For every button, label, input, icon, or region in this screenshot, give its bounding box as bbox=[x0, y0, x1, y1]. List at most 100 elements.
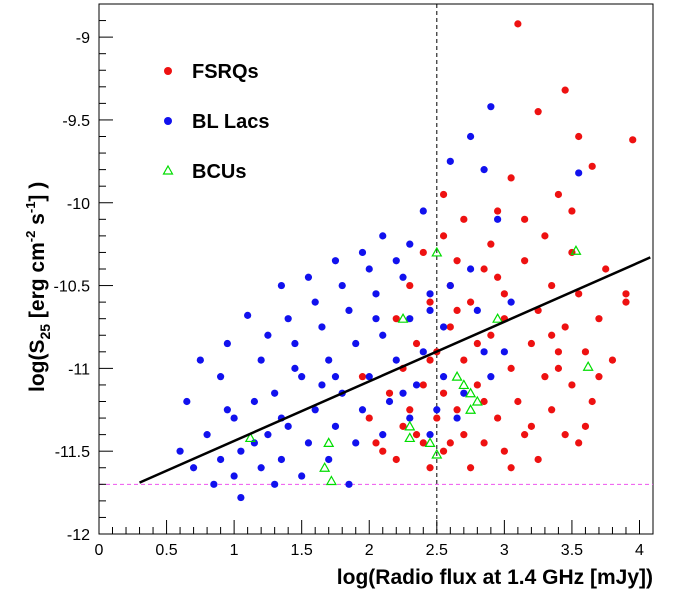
bllac-point bbox=[331, 257, 340, 265]
fsrq-point bbox=[439, 389, 448, 397]
fsrq-point bbox=[399, 422, 407, 430]
x-tick-label: 3.5 bbox=[561, 542, 583, 559]
bcu-point bbox=[582, 360, 594, 371]
fsrq-point bbox=[487, 331, 495, 339]
fsrq-point bbox=[568, 207, 576, 215]
fsrq-point bbox=[629, 136, 637, 144]
fsrq-point bbox=[419, 248, 427, 257]
fsrq-point bbox=[507, 464, 515, 472]
bllac-point bbox=[406, 240, 414, 248]
plot-frame bbox=[98, 3, 654, 535]
bcu-point bbox=[431, 448, 443, 459]
fsrq-point bbox=[581, 422, 590, 430]
bcu-point bbox=[404, 420, 416, 431]
data-points bbox=[176, 20, 637, 502]
bllac-point bbox=[230, 414, 238, 422]
bllac-point bbox=[480, 166, 488, 174]
bcu-point bbox=[319, 462, 331, 472]
bllac-point bbox=[480, 348, 488, 356]
fsrq-point bbox=[575, 290, 583, 298]
legend-marker-fsrqs bbox=[164, 67, 172, 75]
fsrq-point bbox=[500, 447, 508, 455]
y-axis-title: log(S25 [erg cm-2 s-1] ) bbox=[23, 182, 53, 392]
legend-item-bcus: BCUs bbox=[162, 161, 246, 183]
fsrq-point bbox=[595, 373, 603, 381]
fsrq-point bbox=[473, 339, 481, 348]
fsrq-point bbox=[500, 290, 508, 298]
fsrq-point bbox=[622, 298, 630, 306]
bllac-point bbox=[230, 472, 238, 480]
bllac-point bbox=[311, 298, 319, 306]
bllac-point bbox=[237, 493, 245, 502]
bllac-point bbox=[264, 431, 272, 439]
bcu-point bbox=[325, 475, 337, 486]
y-tick-label: -12 bbox=[67, 527, 90, 544]
bllac-point bbox=[426, 290, 434, 298]
fsrq-point bbox=[561, 431, 569, 439]
bllac-point bbox=[338, 281, 346, 290]
fsrq-point bbox=[541, 232, 549, 240]
fsrq-point bbox=[379, 447, 387, 455]
fsrq-point bbox=[419, 439, 427, 447]
bllac-point bbox=[244, 311, 252, 319]
legend-item-fsrqs: FSRQs bbox=[164, 61, 259, 83]
bllac-point bbox=[331, 422, 340, 430]
fsrq-point bbox=[494, 273, 502, 281]
bllac-point bbox=[210, 480, 218, 488]
bllac-point bbox=[271, 480, 279, 488]
bllac-point bbox=[284, 315, 292, 323]
fsrq-point bbox=[433, 414, 441, 422]
bllac-point bbox=[379, 232, 387, 240]
legend-marker-bcus bbox=[162, 164, 174, 175]
fsrq-point bbox=[426, 464, 434, 472]
bllac-point bbox=[392, 356, 400, 364]
bllac-point bbox=[304, 273, 313, 281]
fsrq-point bbox=[453, 257, 461, 265]
legend-label-bllacs: BL Lacs bbox=[192, 111, 269, 133]
fsrq-point bbox=[521, 431, 529, 439]
bllac-point bbox=[385, 397, 394, 406]
fsrq-point bbox=[554, 364, 563, 372]
fsrq-point bbox=[507, 174, 515, 182]
bllac-point bbox=[291, 364, 299, 372]
bllac-point bbox=[318, 381, 326, 389]
bllac-point bbox=[487, 103, 495, 111]
bllac-point bbox=[176, 447, 184, 455]
bllac-point bbox=[446, 281, 454, 290]
y-tick-label: -9.5 bbox=[62, 113, 90, 130]
bcu-point bbox=[465, 404, 477, 414]
fsrq-point bbox=[527, 339, 535, 348]
fsrq-point bbox=[460, 431, 468, 439]
bllac-point bbox=[277, 455, 286, 464]
bllac-point bbox=[453, 414, 461, 422]
bllac-point bbox=[575, 169, 583, 177]
fsrq-point bbox=[439, 232, 448, 240]
bllac-point bbox=[379, 331, 387, 339]
x-tick-label: 0 bbox=[95, 542, 104, 559]
bcu-point bbox=[570, 245, 582, 255]
bllac-point bbox=[345, 480, 353, 488]
x-tick-label: 1 bbox=[230, 542, 239, 559]
fsrq-point bbox=[473, 381, 481, 389]
bllac-point bbox=[487, 373, 495, 381]
x-axis: 0 0.5 1 1.5 2 2.5 3 3.5 4 bbox=[95, 520, 654, 559]
bllac-point bbox=[257, 464, 265, 472]
y-tick-label: -9 bbox=[76, 30, 90, 47]
fsrq-point bbox=[480, 265, 488, 273]
fsrq-point bbox=[406, 406, 414, 414]
bllac-point bbox=[466, 265, 475, 273]
fsrq-point bbox=[419, 381, 427, 389]
fsrq-point bbox=[480, 439, 488, 447]
bllac-point bbox=[494, 215, 502, 223]
fsrq-point bbox=[534, 108, 542, 116]
bllac-point bbox=[183, 397, 191, 406]
bllac-point bbox=[325, 455, 333, 464]
bcu-point bbox=[431, 246, 443, 257]
bllac-point bbox=[217, 455, 225, 464]
bllac-point bbox=[352, 339, 360, 348]
bllac-point bbox=[399, 389, 407, 397]
bllac-point bbox=[446, 157, 454, 165]
fsrq-point bbox=[588, 397, 596, 406]
bllac-point bbox=[277, 281, 286, 290]
